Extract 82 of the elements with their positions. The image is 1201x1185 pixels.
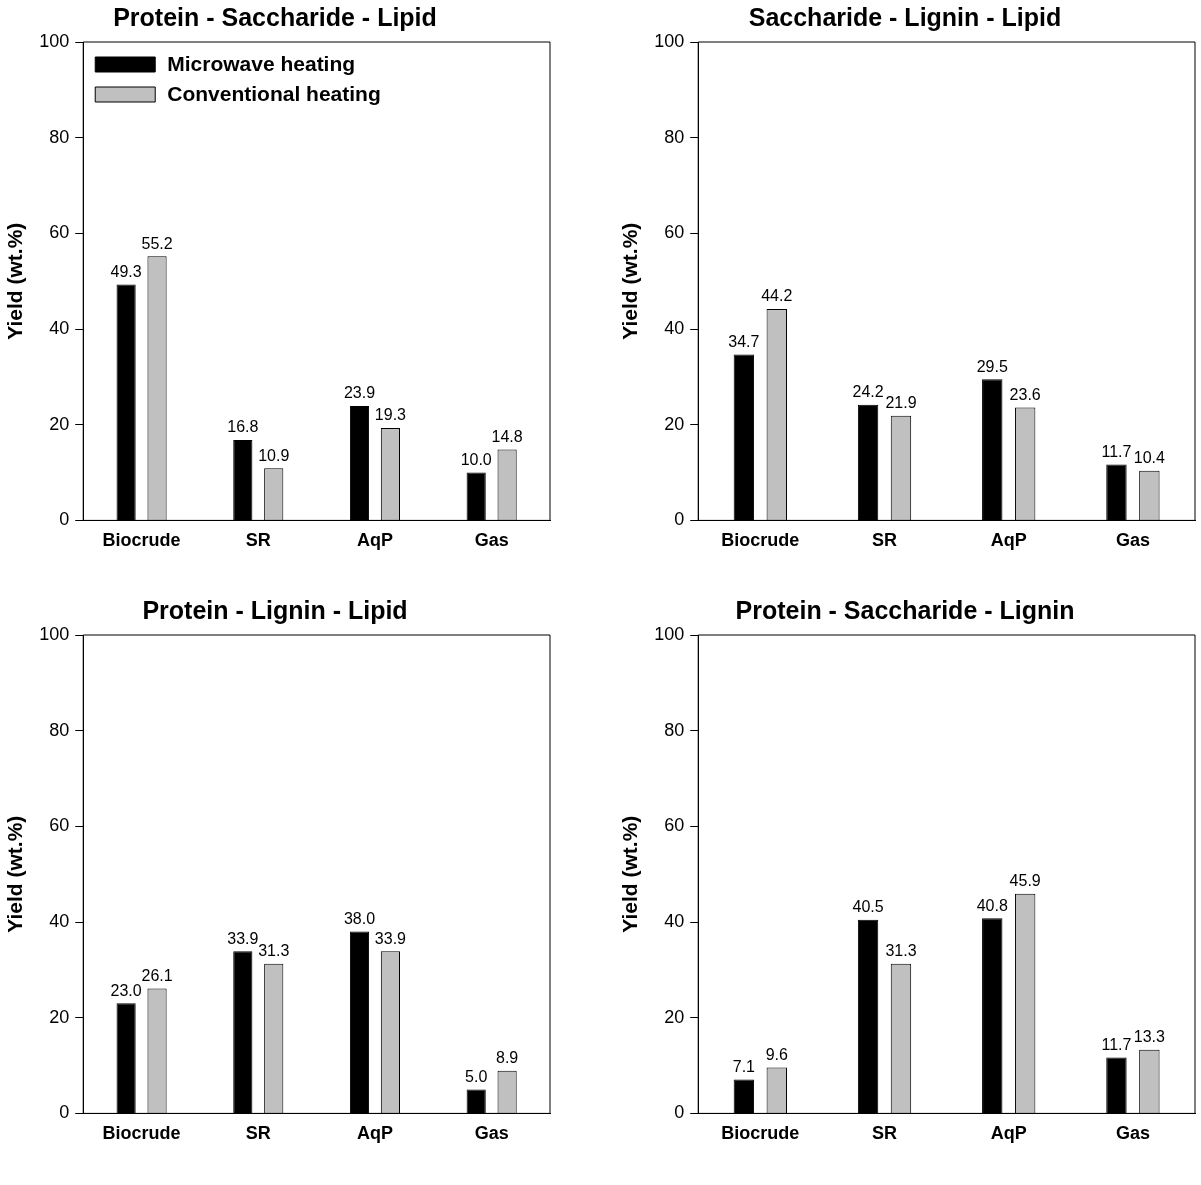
y-tick-label: 80 xyxy=(664,126,685,147)
y-axis-title: Yield (wt.%) xyxy=(618,815,642,933)
y-tick-label: 40 xyxy=(49,910,70,931)
y-tick-label: 100 xyxy=(39,30,70,51)
x-tick-label: AqP xyxy=(990,530,1027,551)
chart-title: Protein - Lignin - Lipid xyxy=(142,595,408,624)
y-tick-label: 0 xyxy=(59,1101,70,1122)
chart-title: Protein - Saccharide - Lignin xyxy=(735,595,1075,624)
y-tick-label: 20 xyxy=(49,1006,70,1027)
data-label: 14.8 xyxy=(491,428,523,445)
x-tick-label: SR xyxy=(872,530,898,551)
legend-label: Conventional heating xyxy=(167,81,381,105)
x-tick-label: AqP xyxy=(356,1122,393,1143)
data-label: 23.6 xyxy=(1009,385,1041,403)
x-tick-label: Gas xyxy=(474,1122,509,1143)
data-label: 29.5 xyxy=(976,357,1008,375)
y-tick-label: 100 xyxy=(39,623,70,644)
y-tick-label: 40 xyxy=(664,318,685,339)
y-tick-label: 60 xyxy=(49,222,70,243)
data-label: 21.9 xyxy=(885,394,917,412)
y-tick-label: 100 xyxy=(654,30,685,51)
x-tick-label: SR xyxy=(245,530,271,551)
chart-title: Protein - Saccharide - Lipid xyxy=(113,2,437,31)
data-label: 34.7 xyxy=(728,332,760,350)
y-tick-label: 100 xyxy=(654,623,685,644)
data-label: 23.0 xyxy=(110,981,142,999)
y-tick-label: 40 xyxy=(49,318,70,339)
data-label: 13.3 xyxy=(1133,1027,1166,1045)
data-label: 7.1 xyxy=(732,1057,756,1075)
data-label: 8.9 xyxy=(495,1048,519,1066)
legend-label: Microwave heating xyxy=(167,51,356,75)
data-label: 11.7 xyxy=(1101,1035,1132,1053)
y-tick-label: 0 xyxy=(59,509,70,530)
x-tick-label: Biocrude xyxy=(102,530,181,551)
y-tick-label: 60 xyxy=(664,814,685,835)
y-tick-label: 60 xyxy=(664,222,685,243)
y-axis-title: Yield (wt.%) xyxy=(3,815,27,933)
data-label: 33.9 xyxy=(227,929,259,947)
data-label: 19.3 xyxy=(374,406,407,424)
x-tick-label: AqP xyxy=(990,1122,1027,1143)
x-tick-label: Gas xyxy=(474,530,509,551)
y-tick-label: 80 xyxy=(49,126,70,147)
data-label: 10.0 xyxy=(460,450,492,468)
data-label: 38.0 xyxy=(343,909,376,927)
data-label: 40.5 xyxy=(852,897,884,915)
data-label: 23.9 xyxy=(343,384,376,402)
data-label: 26.1 xyxy=(141,966,173,984)
data-label: 49.3 xyxy=(110,262,142,280)
y-tick-label: 0 xyxy=(674,1101,685,1122)
y-tick-label: 80 xyxy=(664,719,685,740)
data-label: 45.9 xyxy=(1009,871,1041,889)
data-label: 40.8 xyxy=(976,896,1008,914)
x-tick-label: Gas xyxy=(1115,530,1150,551)
data-label: 31.3 xyxy=(258,941,290,959)
y-axis-title: Yield (wt.%) xyxy=(618,222,642,340)
x-tick-label: AqP xyxy=(356,530,393,551)
x-tick-label: Biocrude xyxy=(721,1122,800,1143)
data-label: 5.0 xyxy=(465,1067,488,1085)
x-tick-label: SR xyxy=(872,1122,898,1143)
data-label: 9.6 xyxy=(765,1045,788,1063)
x-tick-label: SR xyxy=(245,1122,271,1143)
x-tick-label: Biocrude xyxy=(102,1122,181,1143)
y-tick-label: 20 xyxy=(664,413,685,434)
y-tick-label: 0 xyxy=(674,509,685,530)
x-tick-label: Gas xyxy=(1115,1122,1150,1143)
data-label: 11.7 xyxy=(1101,442,1132,460)
data-label: 24.2 xyxy=(852,383,884,401)
x-tick-label: Biocrude xyxy=(721,530,800,551)
y-tick-label: 40 xyxy=(664,910,685,931)
y-tick-label: 20 xyxy=(664,1006,685,1027)
y-tick-label: 60 xyxy=(49,814,70,835)
data-label: 10.4 xyxy=(1133,449,1166,467)
y-tick-label: 20 xyxy=(49,413,70,434)
data-label: 16.8 xyxy=(227,418,259,436)
data-label: 33.9 xyxy=(374,929,407,947)
y-axis-title: Yield (wt.%) xyxy=(3,222,27,340)
data-label: 55.2 xyxy=(141,234,173,252)
data-label: 44.2 xyxy=(761,287,793,305)
data-label: 31.3 xyxy=(885,941,917,959)
data-label: 10.9 xyxy=(258,446,290,464)
chart-title: Saccharide - Lignin - Lipid xyxy=(748,2,1062,31)
y-tick-label: 80 xyxy=(49,719,70,740)
